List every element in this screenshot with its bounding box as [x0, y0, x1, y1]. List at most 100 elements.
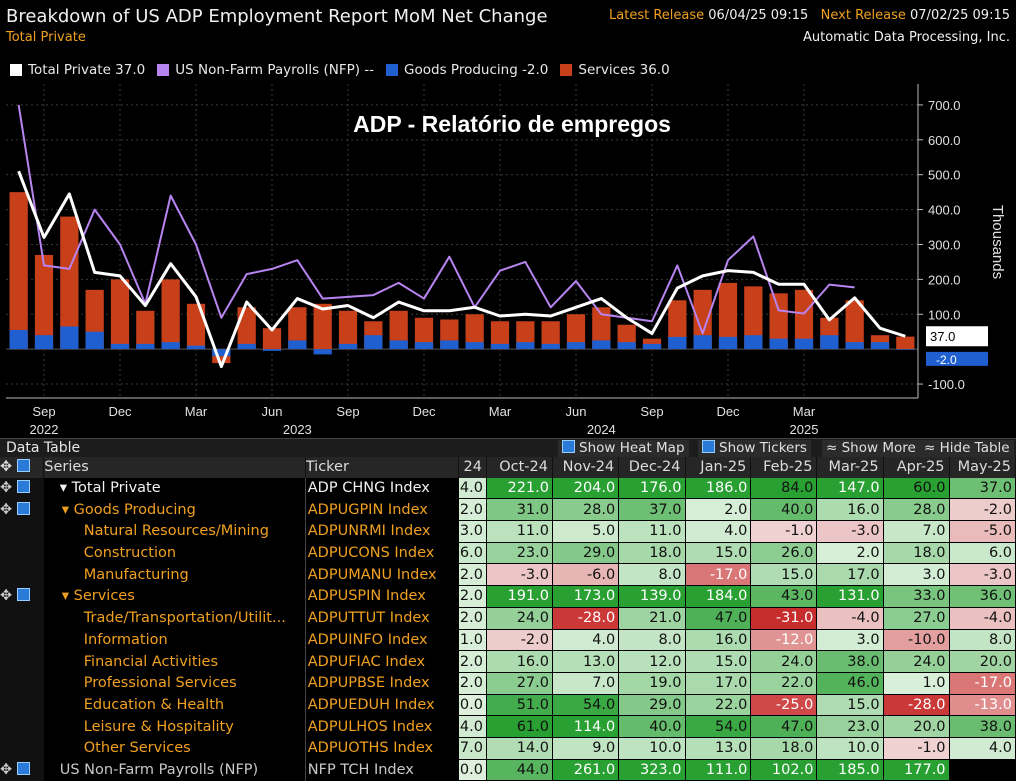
- ticker[interactable]: ADPUOTHS Index: [304, 737, 459, 760]
- row-controls[interactable]: ✥: [0, 498, 44, 521]
- services-bar: [136, 310, 155, 350]
- value-cell: -4.0: [816, 607, 884, 630]
- row-controls[interactable]: [0, 672, 44, 695]
- series-name[interactable]: Financial Activities: [43, 650, 306, 673]
- checkbox-icon[interactable]: [16, 588, 30, 602]
- y-tick-label: 400.0: [928, 203, 961, 218]
- header-series[interactable]: Series: [43, 457, 306, 478]
- checkbox-icon[interactable]: [16, 480, 30, 494]
- row-controls[interactable]: [0, 607, 44, 629]
- row-controls[interactable]: [0, 520, 44, 543]
- show-heat-map-label: Show Heat Map: [579, 440, 685, 456]
- table-row[interactable]: Education & Health ADPUEDUH Index 0.0 51.0 5…: [0, 694, 1016, 717]
- table-row[interactable]: ✥ US Non-Farm Payrolls (NFP) NFP TCH Inde…: [0, 759, 1016, 781]
- header-month[interactable]: 24: [458, 457, 487, 478]
- hide-table-button[interactable]: ≈ Hide Table: [920, 440, 1014, 457]
- header-month[interactable]: Feb-25: [750, 457, 818, 478]
- legend-item-nfp[interactable]: US Non-Farm Payrolls (NFP) --: [157, 62, 374, 78]
- value-cell: 4.0: [949, 737, 1016, 760]
- value-cell: 147.0: [816, 477, 884, 500]
- table-row[interactable]: Information ADPUINFO Index 1.0 -2.0 4.0 8.0 16…: [0, 629, 1016, 652]
- show-more-button[interactable]: ≈ Show More: [822, 440, 920, 457]
- goods-producing-bar: [161, 342, 180, 350]
- series-name[interactable]: Manufacturing: [43, 563, 306, 586]
- header-month[interactable]: Nov-24: [552, 457, 620, 478]
- header-month[interactable]: Apr-25: [883, 457, 950, 478]
- ticker[interactable]: NFP TCH Index: [304, 759, 459, 781]
- ticker[interactable]: ADPUSPIN Index: [304, 585, 459, 608]
- table-row[interactable]: Professional Services ADPUPBSE Index 2.0 27…: [0, 672, 1016, 695]
- series-name[interactable]: Natural Resources/Mining: [43, 520, 306, 543]
- value-cell: -2.0: [486, 629, 554, 652]
- ticker[interactable]: ADPUCONS Index: [304, 542, 459, 564]
- header-month[interactable]: Jan-25: [685, 457, 752, 478]
- ticker[interactable]: ADPUPBSE Index: [304, 672, 459, 695]
- show-heat-map-toggle[interactable]: Show Heat Map: [558, 440, 689, 457]
- ticker[interactable]: ADPUTTUT Index: [304, 607, 459, 629]
- ticker[interactable]: ADPUFIAC Index: [304, 650, 459, 673]
- header-month[interactable]: Oct-24: [486, 457, 554, 478]
- series-name[interactable]: Leisure & Hospitality: [43, 715, 306, 738]
- checkbox-icon[interactable]: [16, 459, 30, 473]
- value-cell: 47.0: [685, 607, 752, 630]
- ticker[interactable]: ADPUGPIN Index: [304, 498, 459, 521]
- legend-item-total-private[interactable]: Total Private 37.0: [10, 62, 145, 78]
- series-name[interactable]: Other Services: [43, 737, 306, 760]
- series-name[interactable]: ▾ Total Private: [43, 477, 306, 499]
- series-name[interactable]: ▾ Goods Producing: [43, 498, 306, 521]
- header-month[interactable]: Dec-24: [618, 457, 686, 478]
- ticker[interactable]: ADPUEDUH Index: [304, 694, 459, 716]
- ticker[interactable]: ADPUINFO Index: [304, 629, 459, 651]
- series-name[interactable]: Information: [43, 629, 306, 651]
- row-controls[interactable]: [0, 563, 44, 586]
- row-controls[interactable]: [0, 629, 44, 651]
- checkbox-icon[interactable]: [16, 761, 30, 775]
- ticker[interactable]: ADPUNRMI Index: [304, 520, 459, 543]
- value-cell: 23.0: [486, 542, 554, 565]
- checkbox-icon[interactable]: [16, 501, 30, 515]
- value-cell: 24.0: [883, 650, 950, 673]
- goods-producing-bar: [288, 340, 307, 350]
- show-tickers-toggle[interactable]: Show Tickers: [698, 440, 811, 457]
- ticker[interactable]: ADP CHNG Index: [304, 477, 459, 499]
- last-value-box: [926, 326, 988, 347]
- value-cell: 11.0: [486, 520, 554, 543]
- series-name[interactable]: ▾ Services: [43, 585, 306, 608]
- table-row[interactable]: Other Services ADPUOTHS Index 7.0 14.0 9.0 10…: [0, 737, 1016, 760]
- value-cell: 10.0: [816, 737, 884, 760]
- ticker[interactable]: ADPULHOS Index: [304, 715, 459, 738]
- row-controls[interactable]: [0, 650, 44, 673]
- goods-producing-bar: [870, 342, 890, 350]
- series-name[interactable]: Trade/Transportation/Utilit...: [43, 607, 306, 629]
- table-row[interactable]: Construction ADPUCONS Index 6.0 23.0 29.0 18.…: [0, 542, 1016, 565]
- row-controls[interactable]: ✥: [0, 585, 44, 608]
- row-controls[interactable]: ✥: [0, 477, 44, 499]
- header-month[interactable]: May-25: [949, 457, 1016, 478]
- services-bar: [288, 307, 307, 350]
- header-ticker[interactable]: Ticker: [305, 457, 460, 478]
- table-row[interactable]: Leisure & Hospitality ADPULHOS Index 4.0 61…: [0, 715, 1016, 738]
- table-row[interactable]: Manufacturing ADPUMANU Index 2.0 -3.0 -6.0 8.…: [0, 563, 1016, 587]
- table-row[interactable]: ✥ ▾ Goods Producing ADPUGPIN Index 2.0 31.0…: [0, 498, 1016, 522]
- row-controls[interactable]: [0, 737, 44, 760]
- table-row[interactable]: Trade/Transportation/Utilit... ADPUTTUT I…: [0, 607, 1016, 630]
- ticker[interactable]: ADPUMANU Index: [304, 563, 459, 586]
- goods-producing-bar: [338, 343, 358, 350]
- legend-item-services[interactable]: Services 36.0: [560, 62, 670, 78]
- value-cell: 131.0: [816, 585, 884, 608]
- series-name[interactable]: Education & Health: [43, 694, 306, 716]
- table-row[interactable]: Financial Activities ADPUFIAC Index 2.0 16.…: [0, 650, 1016, 673]
- header-month[interactable]: Mar-25: [816, 457, 884, 478]
- table-row[interactable]: ✥ ▾ Services ADPUSPIN Index 2.0 191.0 173.0 1…: [0, 585, 1016, 608]
- series-name[interactable]: Construction: [43, 542, 306, 564]
- table-row[interactable]: Natural Resources/Mining ADPUNRMI Index 3.…: [0, 520, 1016, 543]
- value-cell: 8.0: [949, 629, 1016, 652]
- series-name[interactable]: US Non-Farm Payrolls (NFP): [43, 759, 306, 781]
- table-row[interactable]: ✥ ▾ Total Private ADP CHNG Index 4.0 221.0 2…: [0, 477, 1016, 500]
- row-controls[interactable]: [0, 694, 44, 716]
- row-controls[interactable]: [0, 715, 44, 738]
- row-controls[interactable]: [0, 542, 44, 564]
- series-name[interactable]: Professional Services: [43, 672, 306, 695]
- row-controls[interactable]: ✥: [0, 759, 44, 781]
- legend-item-goods[interactable]: Goods Producing -2.0: [386, 62, 548, 78]
